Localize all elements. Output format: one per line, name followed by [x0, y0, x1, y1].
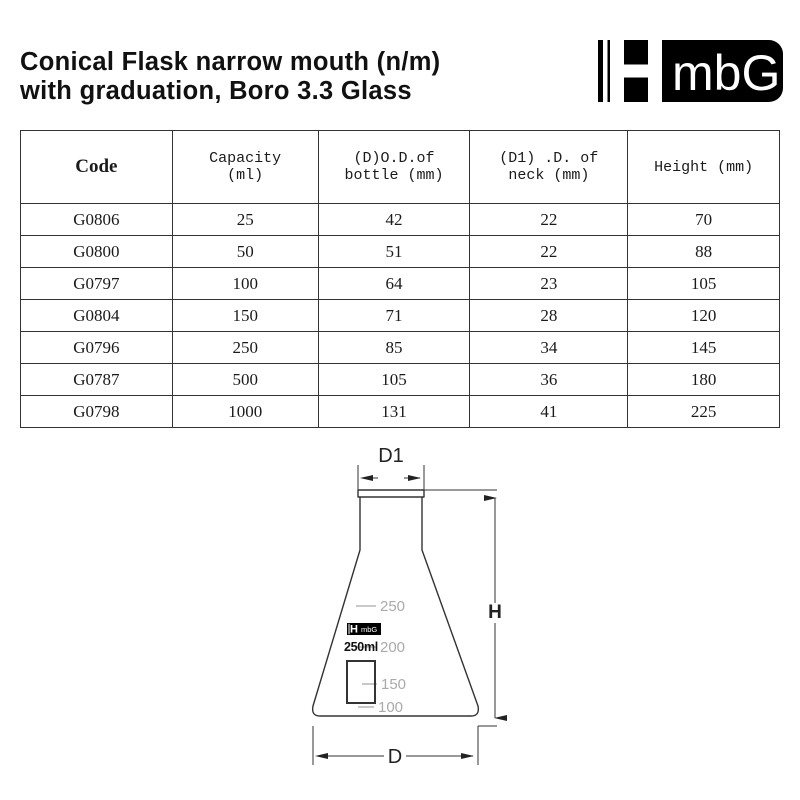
svg-text:D: D	[388, 746, 402, 768]
svg-text:H: H	[350, 624, 358, 636]
svg-text:200: 200	[380, 639, 405, 656]
svg-text:D1: D1	[378, 445, 404, 467]
svg-text:150: 150	[381, 676, 406, 693]
svg-text:250: 250	[380, 598, 405, 615]
svg-text:mbG: mbG	[672, 45, 780, 101]
svg-text:100: 100	[378, 699, 403, 716]
svg-text:H: H	[488, 602, 502, 623]
svg-text:250ml: 250ml	[344, 640, 378, 654]
svg-text:mbG: mbG	[361, 625, 377, 634]
